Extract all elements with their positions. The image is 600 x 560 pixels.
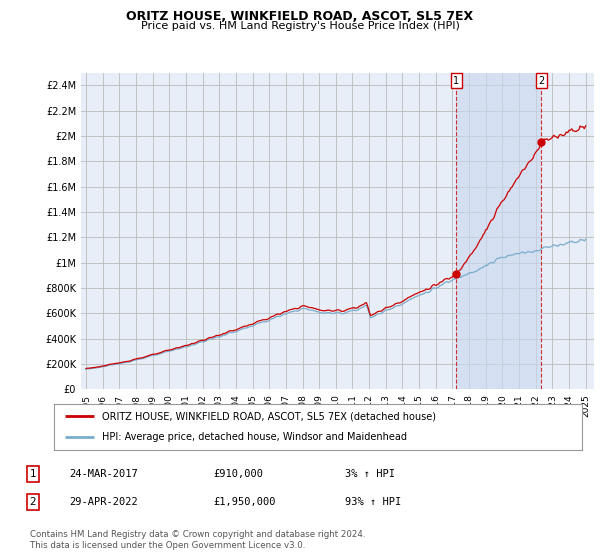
Bar: [456, 73, 541, 389]
Text: £1,950,000: £1,950,000: [213, 497, 275, 507]
Text: 2: 2: [29, 497, 37, 507]
Text: 24-MAR-2017: 24-MAR-2017: [69, 469, 138, 479]
Text: 3% ↑ HPI: 3% ↑ HPI: [345, 469, 395, 479]
Text: 93% ↑ HPI: 93% ↑ HPI: [345, 497, 401, 507]
Text: ORITZ HOUSE, WINKFIELD ROAD, ASCOT, SL5 7EX (detached house): ORITZ HOUSE, WINKFIELD ROAD, ASCOT, SL5 …: [101, 411, 436, 421]
Text: HPI: Average price, detached house, Windsor and Maidenhead: HPI: Average price, detached house, Wind…: [101, 432, 407, 442]
Text: Contains HM Land Registry data © Crown copyright and database right 2024.: Contains HM Land Registry data © Crown c…: [30, 530, 365, 539]
Text: £910,000: £910,000: [213, 469, 263, 479]
Text: This data is licensed under the Open Government Licence v3.0.: This data is licensed under the Open Gov…: [30, 541, 305, 550]
Text: 1: 1: [453, 76, 459, 86]
Text: Price paid vs. HM Land Registry's House Price Index (HPI): Price paid vs. HM Land Registry's House …: [140, 21, 460, 31]
Text: 2: 2: [538, 76, 544, 86]
Text: 29-APR-2022: 29-APR-2022: [69, 497, 138, 507]
Text: ORITZ HOUSE, WINKFIELD ROAD, ASCOT, SL5 7EX: ORITZ HOUSE, WINKFIELD ROAD, ASCOT, SL5 …: [127, 10, 473, 23]
Text: 1: 1: [29, 469, 37, 479]
